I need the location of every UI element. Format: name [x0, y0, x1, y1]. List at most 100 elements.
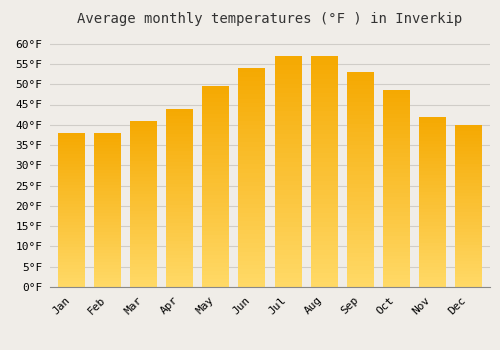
Bar	[238, 147, 266, 151]
Bar	[419, 263, 446, 267]
Bar	[419, 273, 446, 277]
Bar	[58, 219, 85, 222]
Bar	[166, 180, 194, 183]
Bar	[202, 150, 230, 154]
Bar	[455, 174, 482, 177]
Bar	[419, 260, 446, 263]
Bar	[238, 270, 266, 274]
Bar	[274, 84, 301, 88]
Bar	[94, 164, 121, 167]
Bar	[455, 280, 482, 284]
Bar	[202, 247, 230, 251]
Bar	[238, 199, 266, 204]
Bar	[419, 151, 446, 154]
Bar	[166, 262, 194, 266]
Bar	[455, 134, 482, 138]
Bar	[238, 217, 266, 221]
Bar	[310, 65, 338, 70]
Bar	[238, 94, 266, 99]
Bar	[130, 247, 158, 250]
Bar	[419, 212, 446, 216]
Bar	[274, 172, 301, 176]
Bar	[382, 236, 410, 240]
Bar	[419, 161, 446, 164]
Bar	[274, 125, 301, 130]
Bar	[202, 102, 230, 106]
Bar	[346, 162, 374, 167]
Bar	[58, 195, 85, 198]
Bar	[310, 125, 338, 130]
Bar	[130, 270, 158, 274]
Bar	[202, 90, 230, 94]
Bar	[238, 221, 266, 226]
Bar	[419, 222, 446, 226]
Bar	[94, 216, 121, 219]
Bar	[166, 159, 194, 162]
Bar	[166, 144, 194, 148]
Bar	[130, 137, 158, 141]
Bar	[166, 258, 194, 262]
Bar	[274, 250, 301, 255]
Bar	[419, 216, 446, 219]
Bar	[455, 267, 482, 271]
Bar	[455, 232, 482, 235]
Bar	[346, 253, 374, 257]
Bar	[238, 151, 266, 156]
Bar	[346, 248, 374, 253]
Bar	[274, 181, 301, 185]
Bar	[382, 138, 410, 141]
Bar	[455, 212, 482, 216]
Bar	[310, 255, 338, 259]
Bar	[94, 198, 121, 201]
Bar	[455, 193, 482, 196]
Bar	[238, 68, 266, 72]
Bar	[202, 283, 230, 287]
Bar	[58, 167, 85, 170]
Bar	[346, 158, 374, 162]
Bar	[310, 167, 338, 172]
Bar	[94, 152, 121, 154]
Bar	[130, 227, 158, 230]
Bar	[166, 251, 194, 255]
Bar	[202, 207, 230, 211]
Bar	[310, 88, 338, 93]
Bar	[58, 154, 85, 158]
Bar	[238, 116, 266, 120]
Bar	[94, 238, 121, 241]
Bar	[419, 191, 446, 195]
Bar	[455, 264, 482, 267]
Bar	[346, 193, 374, 197]
Bar	[346, 180, 374, 184]
Bar	[419, 171, 446, 175]
Bar	[455, 196, 482, 200]
Bar	[166, 216, 194, 219]
Bar	[455, 284, 482, 287]
Bar	[310, 213, 338, 218]
Bar	[130, 181, 158, 184]
Bar	[310, 222, 338, 227]
Bar	[166, 162, 194, 166]
Bar	[238, 243, 266, 247]
Bar	[455, 225, 482, 229]
Bar	[310, 227, 338, 231]
Bar	[238, 247, 266, 252]
Bar	[58, 278, 85, 281]
Bar	[419, 158, 446, 161]
Bar	[238, 208, 266, 212]
Bar	[58, 222, 85, 225]
Bar	[94, 145, 121, 148]
Bar	[382, 189, 410, 192]
Bar	[419, 181, 446, 185]
Bar	[274, 241, 301, 245]
Bar	[310, 250, 338, 255]
Bar	[238, 125, 266, 129]
Bar	[382, 102, 410, 106]
Bar	[382, 181, 410, 185]
Bar	[310, 185, 338, 190]
Bar	[130, 254, 158, 257]
Bar	[130, 124, 158, 127]
Bar	[310, 74, 338, 79]
Bar	[94, 213, 121, 216]
Bar	[238, 85, 266, 90]
Bar	[346, 72, 374, 76]
